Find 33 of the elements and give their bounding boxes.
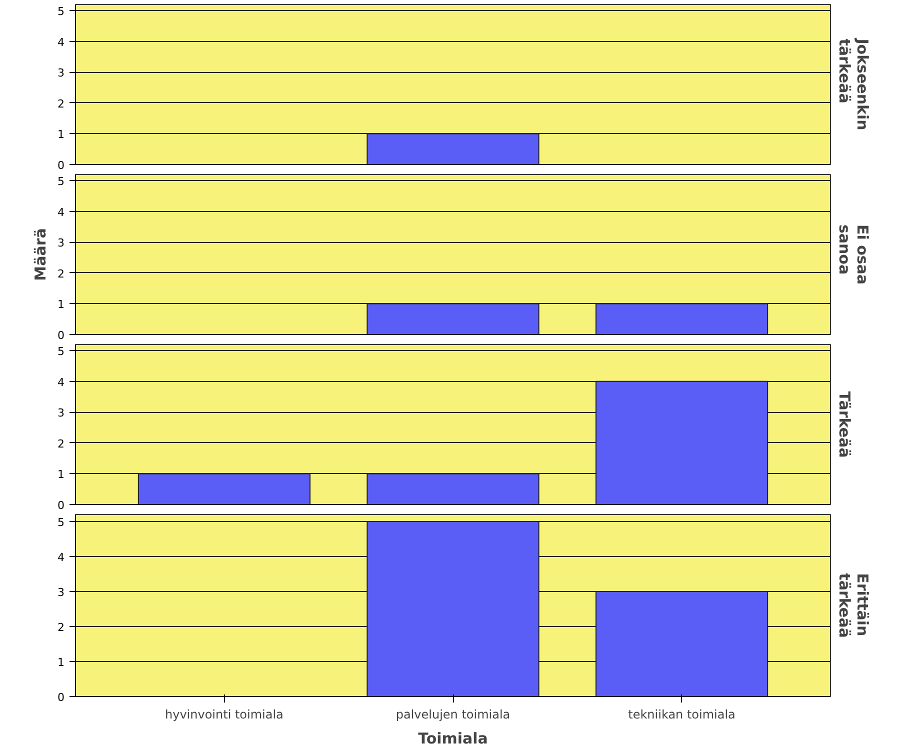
y-tick-label: 1 xyxy=(58,656,64,669)
text: Tärkeää xyxy=(836,391,854,458)
y-tick-label: 4 xyxy=(58,206,64,219)
text: Jokseenkin tärkeää xyxy=(836,38,872,130)
y-tick-label: 3 xyxy=(58,236,64,250)
y-tick-label: 5 xyxy=(58,345,64,358)
y-tick-label: 5 xyxy=(58,5,64,18)
x-axis-title: Toimiala xyxy=(418,730,488,745)
y-tick-label: 0 xyxy=(58,499,64,512)
x-tick-label: tekniikan toimiala xyxy=(628,708,736,722)
text: Erittäin tärkeää xyxy=(836,573,872,638)
y-tick-label: 3 xyxy=(58,66,64,80)
y-tick-label: 2 xyxy=(58,437,64,450)
y-tick-label: 3 xyxy=(58,406,64,420)
y-tick-label: 4 xyxy=(58,551,64,564)
y-tick-label: 2 xyxy=(58,267,64,280)
y-tick-label: 4 xyxy=(58,36,64,49)
y-tick-label: 0 xyxy=(58,691,64,704)
text: Ei osaa sanoa xyxy=(836,224,872,285)
y-tick-label: 0 xyxy=(58,159,64,172)
y-tick-label: 1 xyxy=(58,298,64,312)
y-tick-label: 2 xyxy=(58,621,64,634)
y-tick-label: 3 xyxy=(58,586,64,599)
y-tick-label: 5 xyxy=(58,516,64,529)
y-tick-label: 0 xyxy=(58,329,64,342)
y-tick-label: 1 xyxy=(58,128,64,142)
y-tick-label: 4 xyxy=(58,376,64,389)
y-tick-label: 5 xyxy=(58,175,64,188)
y-tick-label: 2 xyxy=(58,97,64,110)
x-tick-label: hyvinvointi toimiala xyxy=(164,708,284,722)
x-tick-label: palvelujen toimiala xyxy=(396,708,510,722)
y-axis-title: Määrä xyxy=(32,228,50,281)
y-tick-label: 1 xyxy=(58,468,64,482)
